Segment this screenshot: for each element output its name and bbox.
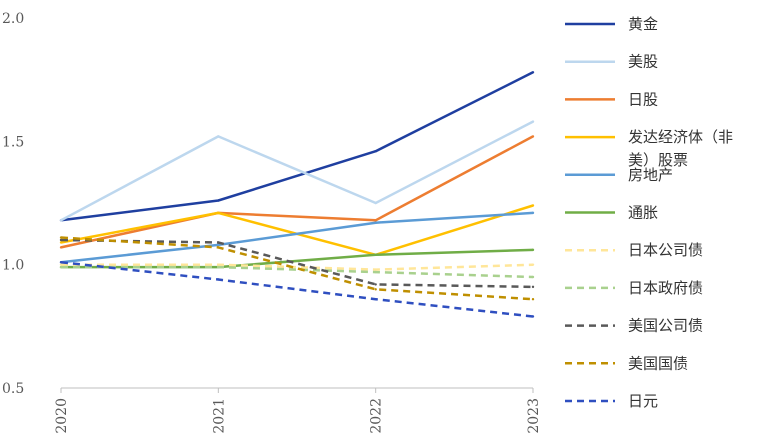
data-point [59, 241, 63, 244]
data-point [59, 236, 63, 239]
data-point [374, 219, 377, 222]
legend-label: 日本公司债 [628, 241, 703, 259]
legend-label: 房地产 [628, 166, 673, 184]
data-point [374, 150, 377, 153]
data-point [217, 246, 220, 249]
data-point [531, 211, 535, 215]
data-point [59, 261, 63, 264]
series-layer [59, 71, 535, 318]
data-point [217, 241, 220, 244]
series-line-2 [60, 120, 534, 222]
series-line-8 [61, 265, 534, 279]
data-point [59, 219, 63, 222]
data-point [217, 211, 220, 215]
y-tick-label: 1.5 [2, 134, 24, 150]
data-point [531, 248, 535, 252]
data-point [531, 204, 535, 207]
y-tick-label: 0.5 [2, 381, 24, 397]
data-point [59, 238, 63, 242]
y-tick-label: 2.0 [2, 11, 24, 27]
series-line-6 [61, 248, 534, 269]
data-point [531, 298, 535, 301]
data-point [531, 71, 535, 74]
chart-axes: 0.5 1.0 1.5 2.0 2020 2021 2022 2023 [2, 11, 542, 434]
legend-label: 日本政府债 [628, 279, 703, 297]
data-point [374, 221, 377, 224]
x-tick-label: 2020 [54, 398, 70, 434]
legend-label: 美国公司债 [628, 317, 703, 335]
data-point [531, 120, 535, 123]
data-point [217, 243, 220, 247]
data-point [531, 135, 535, 138]
series-line-7 [61, 263, 534, 271]
series-line-4 [60, 204, 534, 257]
series-line-1 [60, 71, 534, 222]
data-point [217, 199, 220, 202]
data-point [531, 263, 535, 266]
legend-label: 日元 [628, 392, 658, 410]
data-point [217, 135, 220, 138]
legend-label: 美股 [628, 53, 658, 71]
legend-label: 发达经济体（非 [628, 128, 733, 146]
legend-label: 美）股票 [628, 151, 688, 169]
x-tick-label: 2023 [526, 398, 542, 434]
legend: 黄金美股日股发达经济体（非美）股票房地产通胀日本公司债日本政府债美国公司债美国国… [565, 15, 733, 410]
data-point [59, 265, 63, 269]
data-point [531, 315, 535, 318]
legend-label: 通胀 [628, 204, 658, 222]
data-point [374, 201, 377, 205]
x-tick-label: 2021 [211, 398, 227, 434]
y-tick-label: 1.0 [2, 258, 24, 274]
data-point [374, 298, 377, 301]
data-point [374, 253, 377, 256]
data-point [59, 246, 63, 249]
data-point [531, 285, 535, 289]
data-point [217, 263, 220, 266]
series-line-10 [60, 236, 534, 301]
legend-label: 日股 [628, 90, 658, 108]
data-point [374, 283, 377, 286]
legend-label: 黄金 [628, 15, 658, 33]
data-point [59, 263, 63, 266]
data-point [531, 275, 535, 279]
x-tick-label: 2022 [369, 398, 385, 434]
data-point [374, 270, 377, 274]
series-line-3 [60, 135, 534, 249]
data-point [217, 278, 220, 281]
series-line-9 [60, 238, 534, 289]
data-point [217, 265, 220, 269]
data-point [374, 288, 377, 291]
series-line-11 [60, 260, 534, 318]
data-point [374, 268, 377, 271]
legend-label: 美国国债 [628, 354, 688, 372]
series-line-5 [60, 211, 534, 264]
